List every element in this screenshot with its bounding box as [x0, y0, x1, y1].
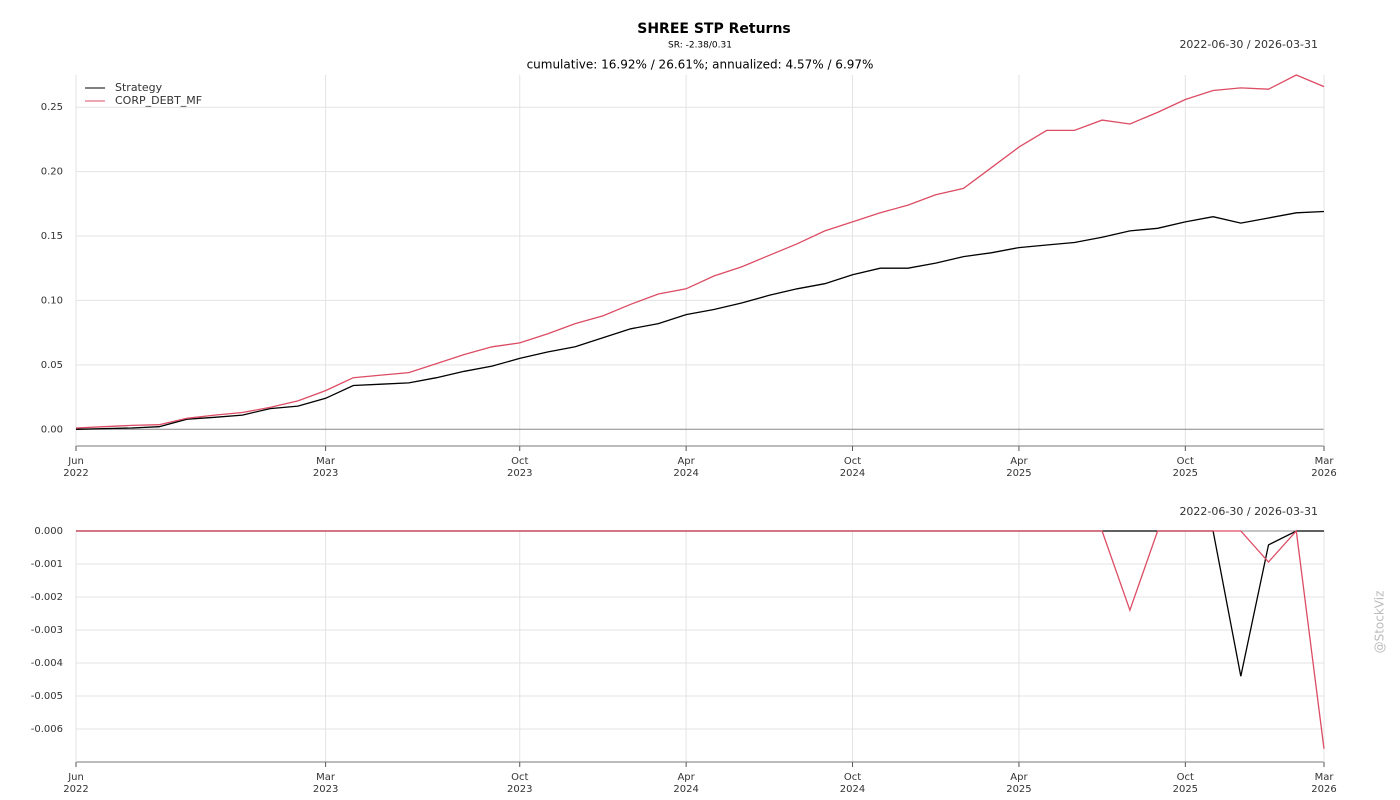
x-tick-label: 2023	[507, 468, 532, 479]
x-tick-label: Oct	[511, 772, 528, 783]
date-range: 2022-06-30 / 2026-03-31	[1179, 505, 1318, 518]
y-tick-label: -0.006	[31, 724, 63, 735]
y-tick-label: -0.003	[31, 625, 63, 636]
x-tick-label: Oct	[511, 456, 528, 467]
x-tick-label: 2026	[1311, 468, 1336, 479]
x-tick-label: 2023	[313, 784, 338, 795]
x-tick-label: 2023	[313, 468, 338, 479]
y-tick-label: 0.20	[41, 167, 63, 178]
watermark: @StockViz	[1373, 591, 1387, 654]
x-tick-label: 2025	[1173, 784, 1198, 795]
x-tick-label: 2025	[1006, 468, 1031, 479]
x-tick-label: Apr	[1010, 456, 1028, 467]
x-tick-label: Mar	[316, 456, 336, 467]
y-tick-label: -0.004	[31, 658, 63, 669]
x-tick-label: 2024	[840, 784, 865, 795]
x-tick-label: Oct	[844, 456, 861, 467]
series-line	[76, 530, 1324, 677]
y-tick-label: -0.005	[31, 691, 63, 702]
x-tick-label: Apr	[677, 772, 695, 783]
y-tick-label: 0.05	[41, 360, 63, 371]
x-tick-label: Mar	[1315, 772, 1335, 783]
x-tick-label: Mar	[316, 772, 336, 783]
x-tick-label: Oct	[844, 772, 861, 783]
x-tick-label: 2022	[63, 784, 88, 795]
y-tick-label: 0.15	[41, 231, 63, 242]
annotation: cumulative: 16.92% / 26.61%; annualized:…	[527, 58, 874, 72]
x-tick-label: 2022	[63, 468, 88, 479]
legend-label: CORP_DEBT_MF	[115, 94, 202, 107]
y-tick-label: -0.002	[31, 592, 63, 603]
legend-label: Strategy	[115, 81, 163, 94]
x-tick-label: 2026	[1311, 784, 1336, 795]
x-tick-label: 2024	[840, 468, 865, 479]
x-tick-label: Jun	[67, 456, 84, 467]
x-tick-label: Oct	[1177, 772, 1194, 783]
date-range: 2022-06-30 / 2026-03-31	[1179, 38, 1318, 51]
chart-subtitle: SR: -2.38/0.31	[668, 41, 732, 51]
chart-title: SHREE STP Returns	[637, 21, 791, 37]
x-tick-label: 2024	[673, 468, 698, 479]
y-tick-label: -0.001	[31, 559, 63, 570]
x-tick-label: 2025	[1173, 468, 1198, 479]
x-tick-label: Jun	[67, 772, 84, 783]
x-tick-label: 2024	[673, 784, 698, 795]
y-tick-label: 0.10	[41, 295, 63, 306]
series-line	[75, 74, 1325, 429]
x-tick-label: 2023	[507, 784, 532, 795]
x-tick-label: Apr	[1010, 772, 1028, 783]
x-tick-label: 2025	[1006, 784, 1031, 795]
x-tick-label: Apr	[677, 456, 695, 467]
x-tick-label: Mar	[1315, 456, 1335, 467]
y-tick-label: 0.25	[41, 102, 63, 113]
y-tick-label: 0.00	[41, 424, 63, 435]
series-line	[76, 529, 1325, 749]
y-tick-label: 0.000	[34, 526, 63, 537]
x-tick-label: Oct	[1177, 456, 1194, 467]
series-line	[75, 210, 1325, 430]
